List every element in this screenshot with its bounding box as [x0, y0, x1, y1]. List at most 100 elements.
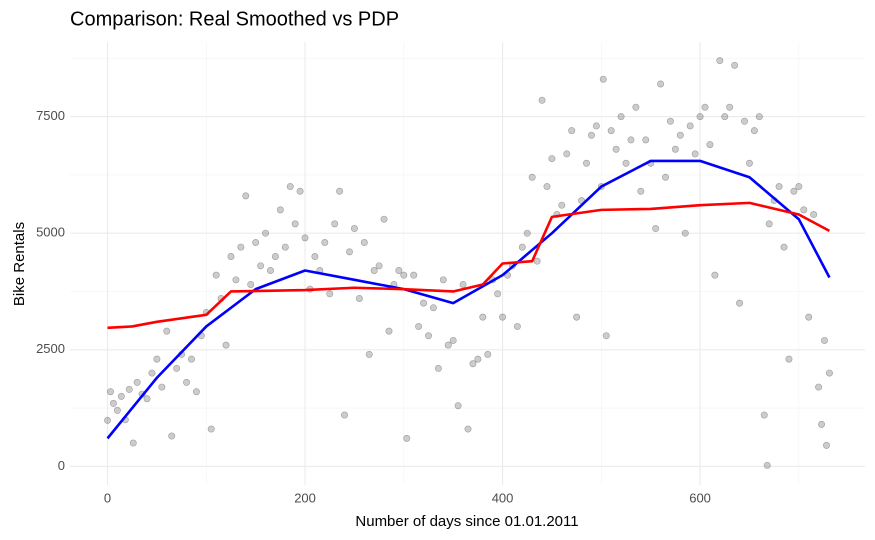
y-tick-label: 2500	[36, 341, 65, 356]
data-point	[599, 75, 607, 83]
data-point	[736, 299, 744, 307]
data-point	[587, 131, 595, 139]
chart-title: Comparison: Real Smoothed vs PDP	[70, 8, 399, 30]
data-point	[271, 253, 279, 261]
data-point	[341, 411, 349, 419]
data-point	[360, 239, 368, 247]
data-point	[449, 336, 457, 344]
data-point	[331, 220, 339, 228]
data-point	[499, 313, 507, 321]
data-point	[592, 122, 600, 130]
data-point	[380, 215, 388, 223]
data-point	[795, 183, 803, 191]
data-point	[117, 392, 125, 400]
x-tick-label: 0	[104, 490, 111, 505]
data-point	[818, 420, 826, 428]
data-point	[706, 141, 714, 149]
x-tick-label: 200	[294, 490, 316, 505]
data-point	[701, 103, 709, 111]
data-point	[109, 399, 117, 407]
y-tick-label: 0	[58, 458, 65, 473]
data-point	[583, 159, 591, 167]
data-point	[548, 155, 556, 163]
data-point	[568, 127, 576, 135]
data-point	[686, 122, 694, 130]
data-point	[662, 173, 670, 181]
data-point	[276, 206, 284, 214]
y-axis-title: Bike Rentals	[11, 222, 28, 306]
data-point	[192, 388, 200, 396]
data-point	[602, 332, 610, 340]
data-point	[741, 117, 749, 125]
data-point	[676, 131, 684, 139]
data-point	[696, 113, 704, 121]
data-point	[627, 136, 635, 144]
data-point	[775, 183, 783, 191]
data-point	[148, 369, 156, 377]
data-point	[607, 127, 615, 135]
data-point	[494, 290, 502, 298]
data-point	[543, 183, 551, 191]
data-point	[800, 206, 808, 214]
data-point	[104, 416, 112, 424]
data-point	[153, 355, 161, 363]
data-point	[671, 145, 679, 153]
data-point	[612, 145, 620, 153]
data-point	[281, 243, 289, 251]
x-tick-label: 600	[689, 490, 711, 505]
data-point	[474, 355, 482, 363]
data-point	[642, 136, 650, 144]
data-point	[326, 290, 334, 298]
data-point	[721, 113, 729, 121]
x-axis-title: Number of days since 01.01.2011	[355, 513, 578, 530]
data-point	[790, 187, 798, 195]
data-point	[183, 378, 191, 386]
data-point	[439, 276, 447, 284]
data-point	[257, 262, 265, 270]
data-point	[355, 294, 363, 302]
data-point	[657, 80, 665, 88]
data-point	[479, 313, 487, 321]
data-point	[763, 461, 771, 469]
data-point	[681, 229, 689, 237]
data-point	[129, 439, 137, 447]
data-point	[301, 234, 309, 242]
data-point	[434, 364, 442, 372]
y-tick-label: 7500	[36, 108, 65, 123]
data-point	[484, 350, 492, 358]
data-point	[691, 150, 699, 158]
data-point	[247, 280, 255, 288]
data-point	[222, 341, 230, 349]
line	[106, 159, 831, 440]
data-point	[173, 364, 181, 372]
data-point	[810, 211, 818, 219]
data-point	[125, 385, 133, 393]
data-point	[538, 96, 546, 104]
data-point	[168, 432, 176, 440]
data-point	[632, 103, 640, 111]
data-point	[143, 395, 151, 403]
data-point	[385, 327, 393, 335]
data-point	[652, 225, 660, 233]
data-point	[464, 425, 472, 433]
data-point	[375, 262, 383, 270]
data-point	[637, 187, 645, 195]
data-point	[726, 103, 734, 111]
data-point	[296, 187, 304, 195]
data-point	[731, 61, 739, 69]
data-point	[237, 243, 245, 251]
data-point	[459, 280, 467, 288]
data-point	[780, 243, 788, 251]
data-point	[336, 187, 344, 195]
data-point	[350, 225, 358, 233]
data-point	[232, 276, 240, 284]
data-point	[765, 220, 773, 228]
data-point	[528, 173, 536, 181]
data-point	[321, 239, 329, 247]
data-point	[563, 150, 571, 158]
data-point	[750, 127, 758, 135]
data-point	[311, 253, 319, 261]
data-point	[227, 253, 235, 261]
data-point	[825, 369, 833, 377]
